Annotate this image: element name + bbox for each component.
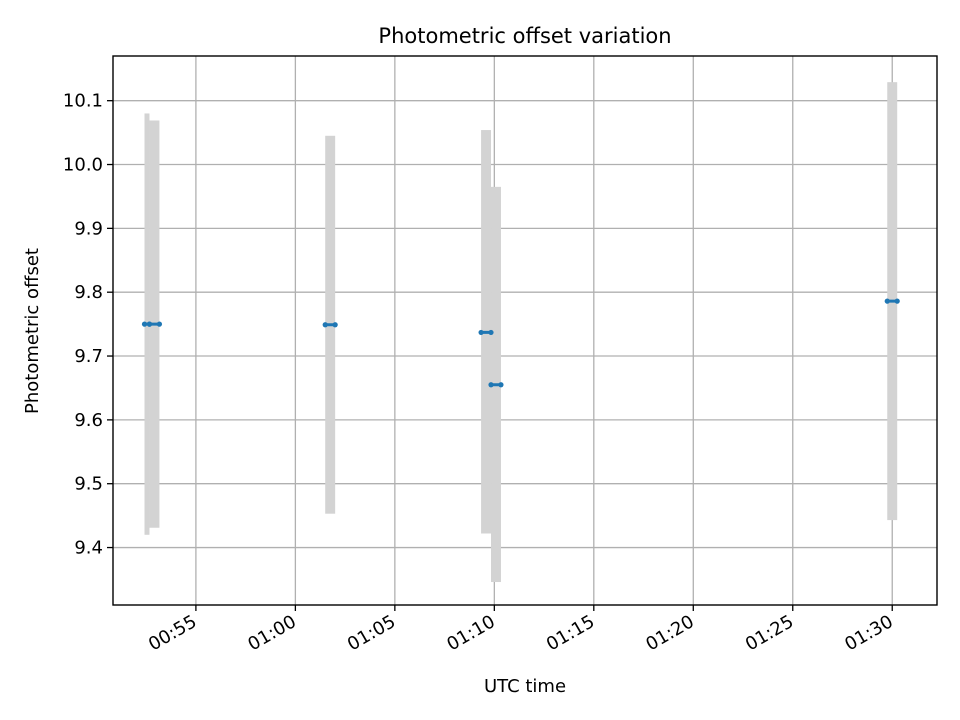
- data-point: [488, 382, 494, 388]
- data-point: [884, 298, 890, 304]
- data-point: [141, 321, 148, 327]
- y-tick-label: 9.9: [74, 218, 103, 239]
- plot-frame: [112, 55, 938, 606]
- y-tick-label: 10.1: [63, 91, 103, 112]
- y-tick-label: 9.6: [74, 410, 103, 431]
- data-point: [478, 329, 484, 336]
- data-point: [332, 322, 338, 328]
- chart-title: Photometric offset variation: [378, 24, 671, 48]
- y-tick-label: 10.0: [63, 155, 103, 176]
- data-point: [146, 321, 153, 327]
- data-point: [156, 321, 163, 327]
- data-series: [141, 82, 900, 583]
- grid: [113, 56, 937, 605]
- data-point: [894, 298, 900, 304]
- data-point: [488, 329, 494, 336]
- data-point: [322, 322, 328, 328]
- data-point: [498, 382, 504, 388]
- y-tick-label: 9.4: [74, 538, 103, 559]
- y-tick-label: 9.5: [74, 474, 103, 495]
- y-tick-label: 9.7: [74, 346, 103, 367]
- y-axis: 9.4 9.5 9.6 9.7 9.8 9.9 10.0 10.1: [63, 91, 113, 559]
- y-axis-label: Photometric offset: [22, 248, 43, 414]
- x-axis-label: UTC time: [484, 676, 566, 697]
- y-tick-label: 9.8: [74, 282, 103, 303]
